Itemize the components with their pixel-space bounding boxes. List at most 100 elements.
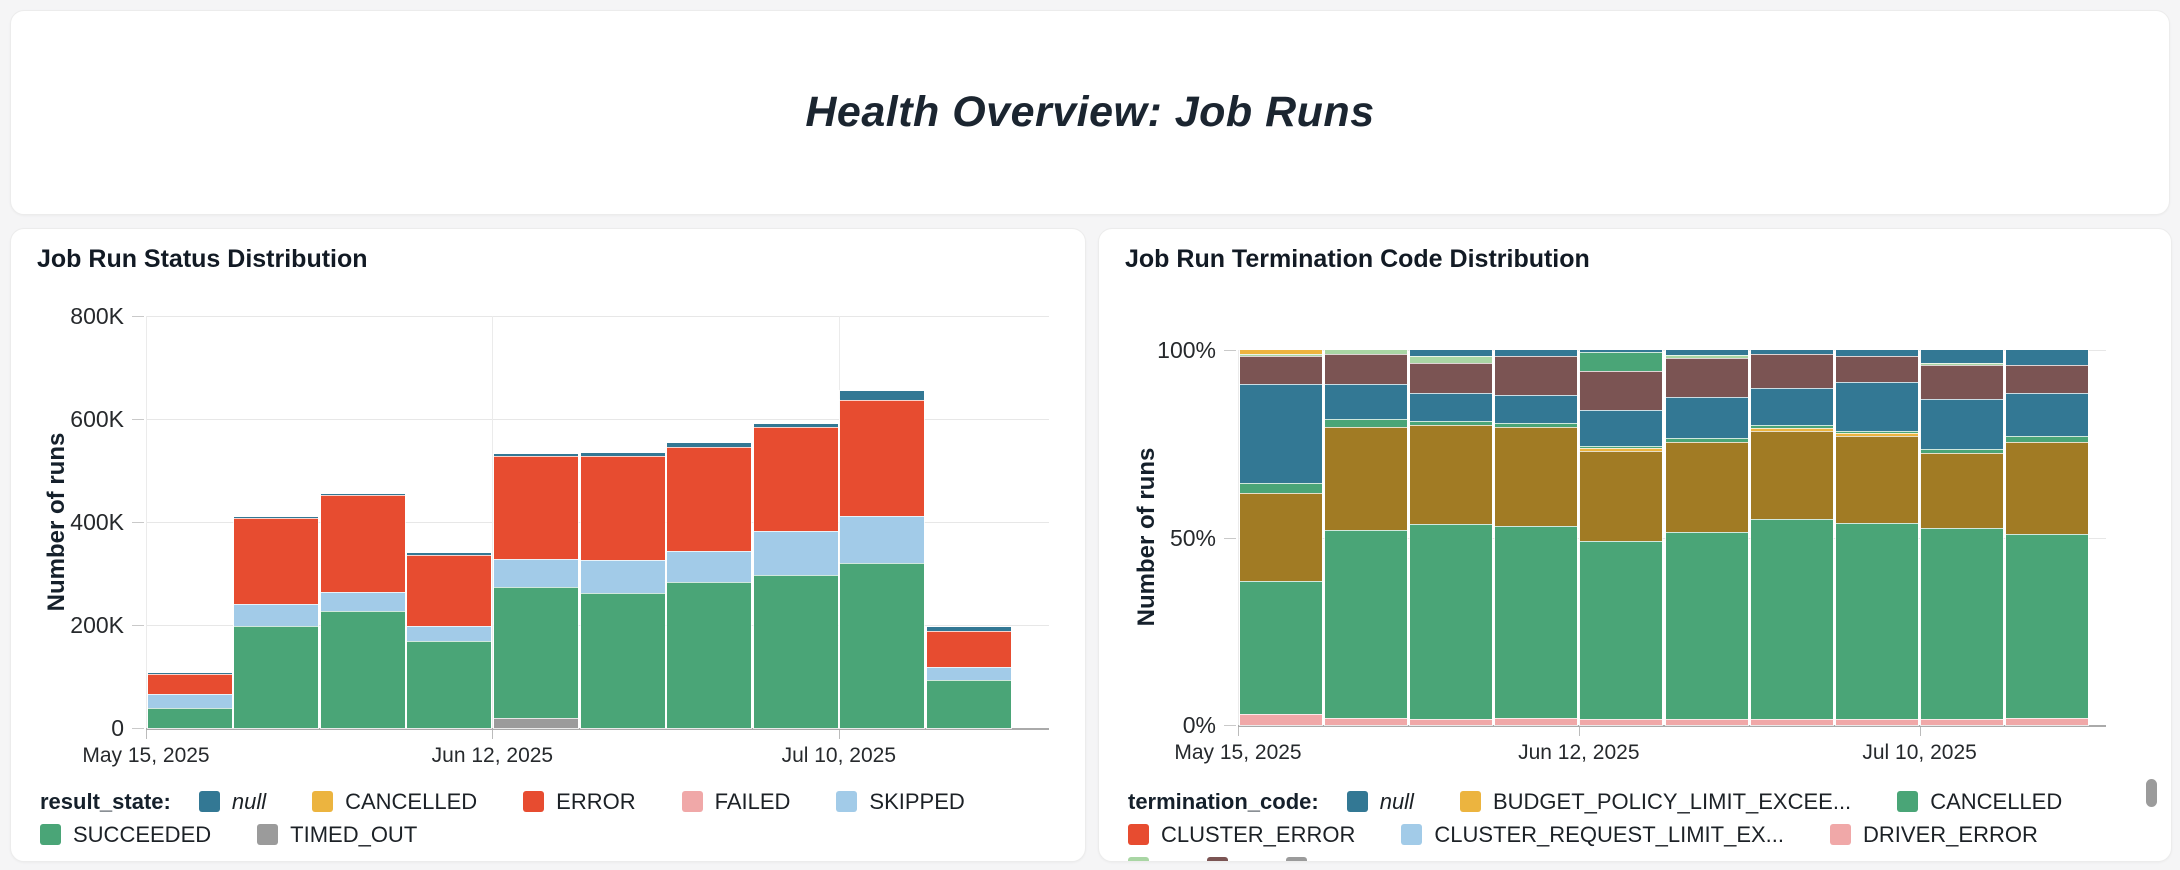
- bar-segment[interactable]: [492, 455, 579, 560]
- legend-item-cancelled[interactable]: CANCELLED: [312, 789, 477, 815]
- bar-segment[interactable]: [1323, 529, 1408, 719]
- bar-segment[interactable]: [1834, 435, 1919, 524]
- bar-segment[interactable]: [1579, 350, 1664, 372]
- bar-segment[interactable]: [666, 445, 753, 553]
- bar-segment[interactable]: [319, 609, 406, 729]
- legend-item-cancelled[interactable]: CANCELLED: [1897, 789, 2062, 815]
- bar-segment[interactable]: [1494, 354, 1579, 397]
- bar-segment[interactable]: [1238, 382, 1323, 485]
- bar-segment[interactable]: [1579, 444, 1664, 450]
- bar-segment[interactable]: [1834, 429, 1919, 435]
- bar-segment[interactable]: [1920, 527, 2005, 721]
- bar-segment[interactable]: [1579, 450, 1664, 543]
- bar-segment[interactable]: [579, 455, 666, 561]
- bar-segment[interactable]: [1834, 521, 1919, 721]
- bar-segment[interactable]: [1579, 447, 1664, 453]
- bar-segment[interactable]: [406, 624, 493, 642]
- bar-segment[interactable]: [492, 717, 579, 729]
- bar-segment[interactable]: [1494, 422, 1579, 428]
- legend-item-skipped[interactable]: SKIPPED: [836, 789, 965, 815]
- bar-segment[interactable]: [925, 630, 1012, 668]
- bar-segment[interactable]: [1920, 361, 2005, 367]
- bar-segment[interactable]: [1920, 397, 2005, 451]
- legend-item-driver-error[interactable]: DRIVER_ERROR: [1830, 822, 2038, 848]
- bar-segment[interactable]: [1323, 425, 1408, 532]
- bar-segment[interactable]: [1408, 420, 1493, 426]
- bar-segment[interactable]: [146, 672, 233, 696]
- bar-segment[interactable]: [1408, 423, 1493, 526]
- bar-segment[interactable]: [233, 603, 320, 627]
- legend-item-timed-out[interactable]: TIMED_OUT: [257, 822, 417, 848]
- bar-segment[interactable]: [1238, 579, 1323, 715]
- bar-segment[interactable]: [1664, 353, 1749, 359]
- legend-item-null[interactable]: null: [198, 789, 266, 815]
- legend-item-cluster-error[interactable]: CLUSTER_ERROR: [1128, 822, 1355, 848]
- bar-segment[interactable]: [1494, 525, 1579, 719]
- bar-segment[interactable]: [1920, 349, 2005, 364]
- bar-segment[interactable]: [319, 590, 406, 612]
- bar-segment[interactable]: [1494, 716, 1579, 726]
- bar-segment[interactable]: [1579, 349, 1664, 353]
- bar-segment[interactable]: [1834, 349, 1919, 357]
- bar-segment[interactable]: [406, 552, 493, 557]
- bar-segment[interactable]: [579, 558, 666, 594]
- bar-segment[interactable]: [752, 423, 839, 429]
- bar-segment[interactable]: [1238, 349, 1323, 355]
- legend-item-succeeded[interactable]: SUCCEEDED: [40, 822, 211, 848]
- bar-segment[interactable]: [1664, 718, 1749, 726]
- bar-segment[interactable]: [1920, 364, 2005, 400]
- bar-segment[interactable]: [1408, 523, 1493, 721]
- bar-segment[interactable]: [319, 494, 406, 593]
- bar-segment[interactable]: [666, 550, 753, 584]
- legend-item-budget-policy-limit-excee-[interactable]: BUDGET_POLICY_LIMIT_EXCEE...: [1459, 789, 1851, 815]
- bar-segment[interactable]: [1664, 349, 1749, 356]
- bar-segment[interactable]: [1579, 369, 1664, 412]
- bar-segment[interactable]: [1664, 356, 1749, 398]
- bar-segment[interactable]: [839, 390, 926, 401]
- bar-segment[interactable]: [1834, 380, 1919, 432]
- bar-segment[interactable]: [1408, 349, 1493, 357]
- bar-segment[interactable]: [666, 442, 753, 448]
- bar-segment[interactable]: [1494, 393, 1579, 425]
- bar-segment[interactable]: [233, 515, 320, 519]
- bar-segment[interactable]: [1238, 352, 1323, 357]
- bar-segment[interactable]: [1920, 452, 2005, 530]
- legend-item-null[interactable]: null: [1346, 789, 1414, 815]
- bar-segment[interactable]: [1749, 386, 1834, 426]
- bar-segment[interactable]: [1323, 418, 1408, 428]
- bar-segment[interactable]: [925, 626, 1012, 633]
- bar-segment[interactable]: [1579, 718, 1664, 726]
- legend-item-lightgreen[interactable]: [1128, 857, 1161, 861]
- bar-segment[interactable]: [2005, 716, 2090, 726]
- bar-segment[interactable]: [1920, 448, 2005, 455]
- bar-segment[interactable]: [1238, 482, 1323, 494]
- bar-segment[interactable]: [319, 492, 406, 496]
- bar-segment[interactable]: [1749, 718, 1834, 726]
- legend-item-failed[interactable]: FAILED: [681, 789, 790, 815]
- bar-segment[interactable]: [1579, 409, 1664, 447]
- bar-segment[interactable]: [579, 591, 666, 729]
- bar-segment[interactable]: [1238, 712, 1323, 727]
- bar-segment[interactable]: [752, 573, 839, 729]
- bar-segment[interactable]: [1664, 440, 1749, 533]
- bar-segment[interactable]: [492, 586, 579, 720]
- bar-segment[interactable]: [146, 672, 233, 676]
- legend-scrollbar-thumb[interactable]: [2146, 779, 2157, 807]
- bar-segment[interactable]: [1920, 718, 2005, 726]
- bar-segment[interactable]: [2005, 363, 2090, 395]
- bar-segment[interactable]: [1408, 718, 1493, 726]
- bar-segment[interactable]: [233, 516, 320, 606]
- bar-segment[interactable]: [839, 398, 926, 518]
- bar-segment[interactable]: [1408, 392, 1493, 423]
- legend-item-maroon[interactable]: [1207, 857, 1240, 861]
- legend-item-error[interactable]: ERROR: [523, 789, 636, 815]
- bar-segment[interactable]: [492, 557, 579, 589]
- bar-segment[interactable]: [1664, 437, 1749, 443]
- legend-item-cluster-request-limit-ex-[interactable]: CLUSTER_REQUEST_LIMIT_EX...: [1401, 822, 1784, 848]
- bar-segment[interactable]: [1834, 718, 1919, 726]
- bar-segment[interactable]: [2005, 349, 2090, 366]
- bar-segment[interactable]: [1238, 354, 1323, 385]
- bar-segment[interactable]: [839, 561, 926, 729]
- bar-segment[interactable]: [1494, 349, 1579, 357]
- bar-segment[interactable]: [2005, 532, 2090, 719]
